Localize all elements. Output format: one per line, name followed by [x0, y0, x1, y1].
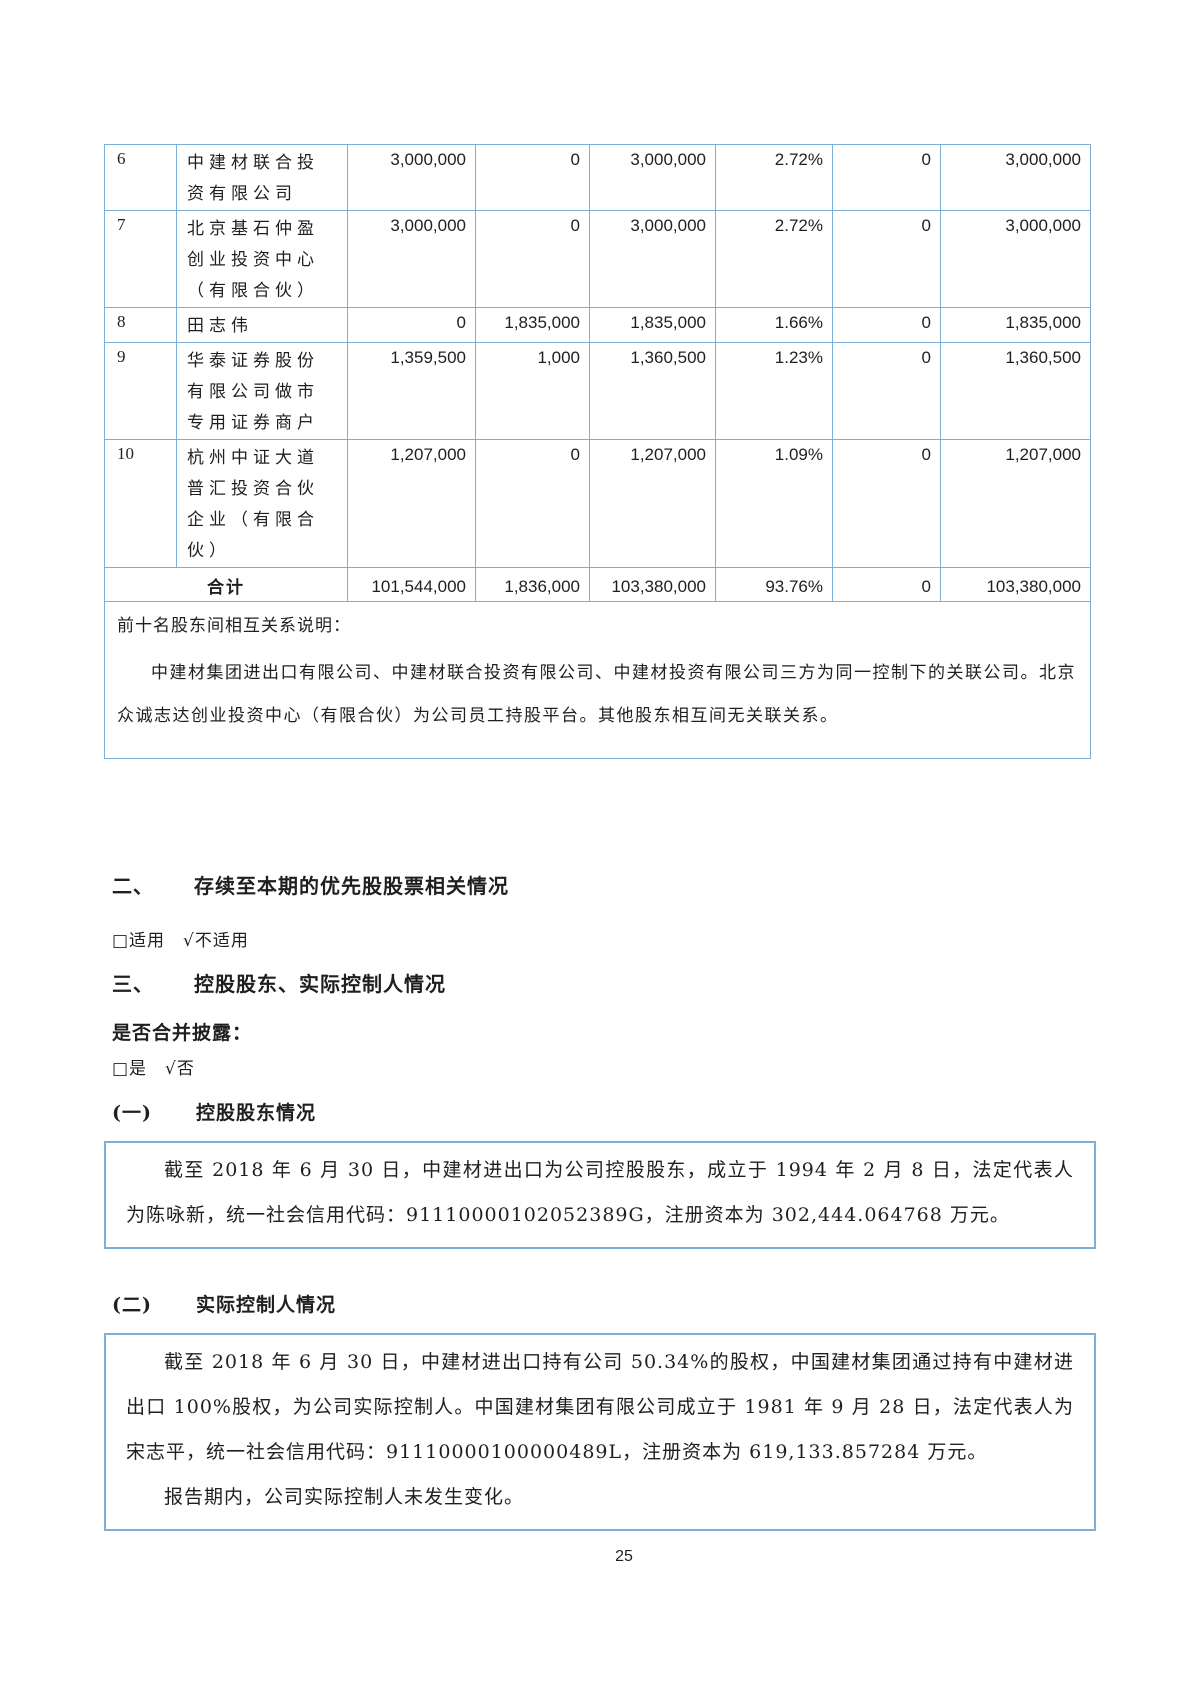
- cell-value: 1,835,000: [589, 307, 716, 343]
- row-index: 8: [104, 307, 177, 343]
- cell-value: 2.72%: [715, 210, 833, 308]
- shareholder-name: 华泰证券股份 有限公司做市 专用证券商户: [176, 342, 348, 440]
- subsection-title: 实际控制人情况: [196, 1294, 337, 1316]
- table-row: 9 华泰证券股份 有限公司做市 专用证券商户 1,359,500 1,000 1…: [104, 342, 1091, 440]
- cell-value: 3,000,000: [347, 144, 476, 211]
- applicable-checkbox-line: □适用 √不适用: [112, 931, 249, 951]
- subsection-number: (二): [112, 1294, 152, 1316]
- cell-value: 1.09%: [715, 439, 833, 568]
- cell-value: 0: [475, 144, 590, 211]
- top-shareholders-table: 6 中建材联合投 资有限公司 3,000,000 0 3,000,000 2.7…: [104, 144, 1091, 759]
- shareholder-name: 中建材联合投 资有限公司: [176, 144, 348, 211]
- cell-value: 0: [475, 210, 590, 308]
- total-value: 93.76%: [715, 567, 833, 602]
- cell-value: 2.72%: [715, 144, 833, 211]
- controlling-shareholder-box: 截至 2018 年 6 月 30 日，中建材进出口为公司控股股东，成立于 199…: [104, 1141, 1096, 1249]
- cell-value: 3,000,000: [940, 144, 1091, 211]
- section-3-heading: 三、 控股股东、实际控制人情况: [112, 968, 446, 997]
- cell-value: 1,207,000: [347, 439, 476, 568]
- page-number: 25: [615, 1548, 633, 1565]
- row-index: 9: [104, 342, 177, 440]
- total-label: 合计: [104, 567, 348, 602]
- cell-value: 1,000: [475, 342, 590, 440]
- total-value: 103,380,000: [589, 567, 716, 602]
- cell-value: 1,207,000: [589, 439, 716, 568]
- subsection-title: 控股股东情况: [196, 1102, 317, 1124]
- cell-value: 1.66%: [715, 307, 833, 343]
- note-title: 前十名股东间相互关系说明：: [117, 616, 351, 636]
- cell-value: 3,000,000: [347, 210, 476, 308]
- total-value: 101,544,000: [347, 567, 476, 602]
- shareholder-name: 杭州中证大道 普汇投资合伙 企业（有限合 伙）: [176, 439, 348, 568]
- cell-value: 3,000,000: [589, 210, 716, 308]
- table-row: 6 中建材联合投 资有限公司 3,000,000 0 3,000,000 2.7…: [104, 144, 1091, 211]
- subsection-number: (一): [112, 1102, 152, 1124]
- note-body: 中建材集团进出口有限公司、中建材联合投资有限公司、中建材投资有限公司三方为同一控…: [117, 663, 1076, 726]
- cell-value: 0: [832, 307, 941, 343]
- cell-value: 0: [347, 307, 476, 343]
- section-title: 控股股东、实际控制人情况: [194, 972, 446, 996]
- cell-value: 3,000,000: [940, 210, 1091, 308]
- actual-controller-change-text: 报告期内，公司实际控制人未发生变化。: [164, 1486, 525, 1508]
- merge-disclosure-label: 是否合并披露：: [112, 1022, 253, 1044]
- shareholder-relationship-note: 前十名股东间相互关系说明： 中建材集团进出口有限公司、中建材联合投资有限公司、中…: [104, 601, 1091, 759]
- cell-value: 1,835,000: [940, 307, 1091, 343]
- cell-value: 0: [475, 439, 590, 568]
- cell-value: 0: [832, 210, 941, 308]
- row-index: 10: [104, 439, 177, 568]
- shareholder-name: 北京基石仲盈 创业投资中心 （有限合伙）: [176, 210, 348, 308]
- actual-controller-text: 截至 2018 年 6 月 30 日，中建材进出口持有公司 50.34%的股权，…: [126, 1351, 1074, 1463]
- section-number: 三、: [112, 972, 154, 996]
- cell-value: 3,000,000: [589, 144, 716, 211]
- section-number: 二、: [112, 874, 154, 898]
- cell-value: 1,360,500: [589, 342, 716, 440]
- cell-value: 1,207,000: [940, 439, 1091, 568]
- table-row: 8 田志伟 0 1,835,000 1,835,000 1.66% 0 1,83…: [104, 307, 1091, 343]
- table-row: 10 杭州中证大道 普汇投资合伙 企业（有限合 伙） 1,207,000 0 1…: [104, 439, 1091, 568]
- cell-value: 0: [832, 144, 941, 211]
- table-row: 7 北京基石仲盈 创业投资中心 （有限合伙） 3,000,000 0 3,000…: [104, 210, 1091, 308]
- subsection-2-heading: (二) 实际控制人情况: [112, 1290, 336, 1317]
- cell-value: 0: [832, 342, 941, 440]
- cell-value: 0: [832, 439, 941, 568]
- actual-controller-box: 截至 2018 年 6 月 30 日，中建材进出口持有公司 50.34%的股权，…: [104, 1333, 1096, 1531]
- table-total-row: 合计 101,544,000 1,836,000 103,380,000 93.…: [104, 567, 1091, 602]
- section-2-heading: 二、 存续至本期的优先股股票相关情况: [112, 870, 509, 899]
- row-index: 7: [104, 210, 177, 308]
- total-value: 1,836,000: [475, 567, 590, 602]
- cell-value: 1,360,500: [940, 342, 1091, 440]
- cell-value: 1,835,000: [475, 307, 590, 343]
- section-title: 存续至本期的优先股股票相关情况: [194, 874, 509, 898]
- controlling-shareholder-text: 截至 2018 年 6 月 30 日，中建材进出口为公司控股股东，成立于 199…: [126, 1159, 1074, 1226]
- subsection-1-heading: (一) 控股股东情况: [112, 1098, 316, 1125]
- table-notes-row: 前十名股东间相互关系说明： 中建材集团进出口有限公司、中建材联合投资有限公司、中…: [104, 601, 1091, 759]
- total-value: 0: [832, 567, 941, 602]
- total-value: 103,380,000: [940, 567, 1091, 602]
- cell-value: 1.23%: [715, 342, 833, 440]
- yes-no-checkbox-line: □是 √否: [112, 1059, 195, 1079]
- row-index: 6: [104, 144, 177, 211]
- shareholder-name: 田志伟: [176, 307, 348, 343]
- cell-value: 1,359,500: [347, 342, 476, 440]
